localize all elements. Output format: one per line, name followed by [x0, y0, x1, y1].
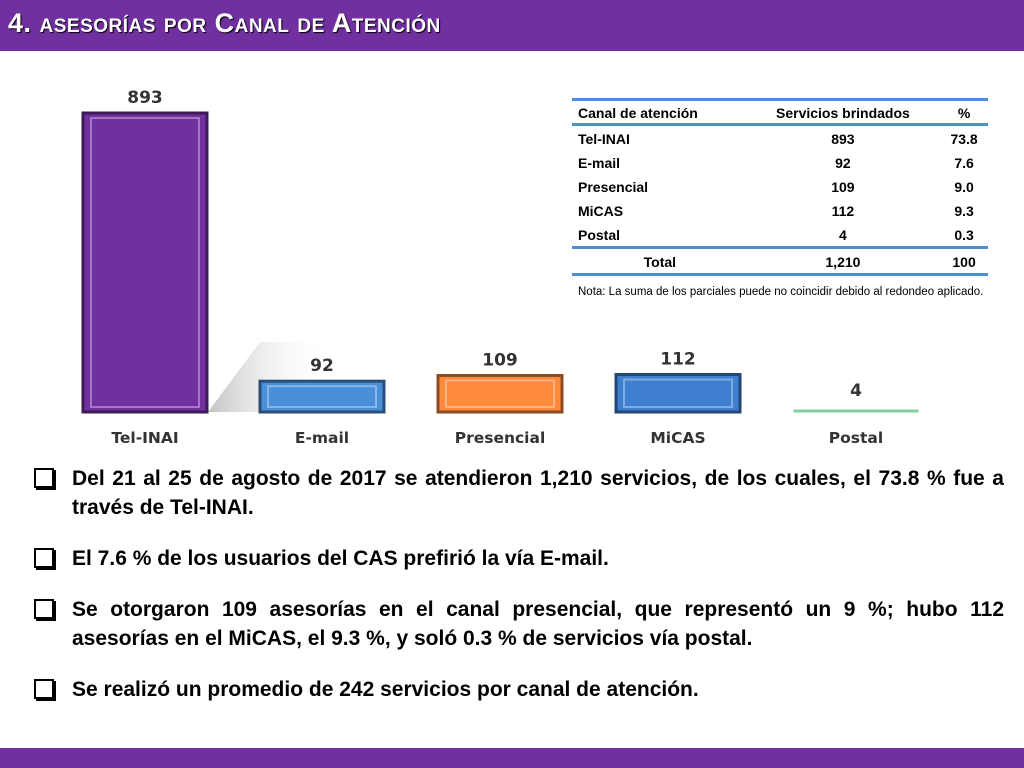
bullet-item: El 7.6 % de los usuarios del CAS prefiri…	[34, 544, 1004, 573]
cell-channel: Postal	[578, 227, 621, 243]
header-channel: Canal de atención	[572, 98, 746, 126]
checkbox-bullet-icon	[34, 679, 54, 699]
table-row: Presencial 109 9.0	[572, 174, 988, 198]
table-row: MiCAS 112 9.3	[572, 198, 988, 222]
bar-e-mail	[258, 379, 386, 414]
cell-percent: 7.6	[954, 155, 974, 171]
bullet-item: Se realizó un promedio de 242 servicios …	[34, 675, 1004, 704]
checkbox-bullet-icon	[34, 548, 54, 568]
bullet-item: Se otorgaron 109 asesorías en el canal p…	[34, 595, 1004, 653]
bullet-text: Se realizó un promedio de 242 servicios …	[72, 678, 699, 701]
bar-presencial	[436, 374, 564, 414]
cell-channel: E-mail	[578, 155, 621, 171]
cell-channel: MiCAS	[578, 203, 624, 219]
category-label: Presencial	[455, 429, 546, 447]
page-title: 4. asesorías por Canal de Atención	[8, 8, 441, 38]
cell-percent: 9.3	[954, 203, 974, 219]
bar-bevel	[623, 378, 733, 409]
category-label: MiCAS	[650, 429, 705, 447]
table-row: Postal 4 0.3	[572, 222, 988, 248]
cell-services: 92	[835, 155, 851, 171]
total-label: Total	[572, 246, 746, 276]
cell-channel: Tel-INAI	[578, 131, 630, 147]
cell-percent: 9.0	[954, 179, 974, 195]
bottom-bar	[0, 748, 1024, 768]
total-percent: 100	[938, 246, 988, 276]
category-label: E-mail	[295, 429, 349, 447]
cell-services: 893	[831, 131, 855, 147]
cell-percent: 73.8	[950, 131, 978, 147]
table-row: E-mail 92 7.6	[572, 150, 988, 174]
data-table: Canal de atención Servicios brindados % …	[572, 98, 988, 276]
bar-micas	[614, 372, 742, 414]
bar-bevel	[90, 117, 200, 408]
cell-services: 112	[831, 203, 855, 219]
checkbox-bullet-icon	[34, 468, 54, 488]
table-header-row: Canal de atención Servicios brindados %	[572, 98, 988, 126]
table-note: Nota: La suma de los parciales puede no …	[578, 286, 984, 298]
bullet-text: El 7.6 % de los usuarios del CAS prefiri…	[72, 547, 609, 570]
category-label: Postal	[829, 429, 883, 447]
data-label: 893	[127, 88, 163, 108]
checkbox-bullet-icon	[34, 599, 54, 619]
bullet-text: Se otorgaron 109 asesorías en el canal p…	[72, 598, 1004, 650]
table-row: Tel-INAI 893 73.8	[572, 125, 988, 151]
title-bar: 4. asesorías por Canal de Atención	[0, 0, 1024, 51]
category-label: Tel-INAI	[111, 429, 178, 447]
cell-services: 109	[831, 179, 855, 195]
bar-bevel	[267, 385, 377, 408]
total-services: 1,210	[745, 246, 939, 276]
table-total-row: Total 1,210 100	[572, 246, 988, 276]
bullet-text: Del 21 al 25 de agosto de 2017 se atendi…	[72, 467, 1004, 519]
data-label: 4	[850, 381, 862, 401]
data-label: 92	[310, 356, 334, 376]
bar-postal	[793, 409, 919, 413]
bullet-list: Del 21 al 25 de agosto de 2017 se atendi…	[34, 464, 1004, 726]
header-percent: %	[938, 98, 988, 126]
bar-tel-inai	[81, 111, 209, 414]
bar-bevel	[445, 379, 555, 408]
cell-percent: 0.3	[954, 227, 974, 243]
bar-chart: 893 92 109 112 4 Tel-INAI E-mail Presencial MiC…	[81, 88, 919, 447]
cell-services: 4	[839, 227, 847, 243]
bullet-item: Del 21 al 25 de agosto de 2017 se atendi…	[34, 464, 1004, 522]
header-services: Servicios brindados	[745, 98, 939, 126]
data-label: 109	[482, 351, 518, 371]
data-label: 112	[660, 349, 696, 369]
cell-channel: Presencial	[578, 179, 649, 195]
